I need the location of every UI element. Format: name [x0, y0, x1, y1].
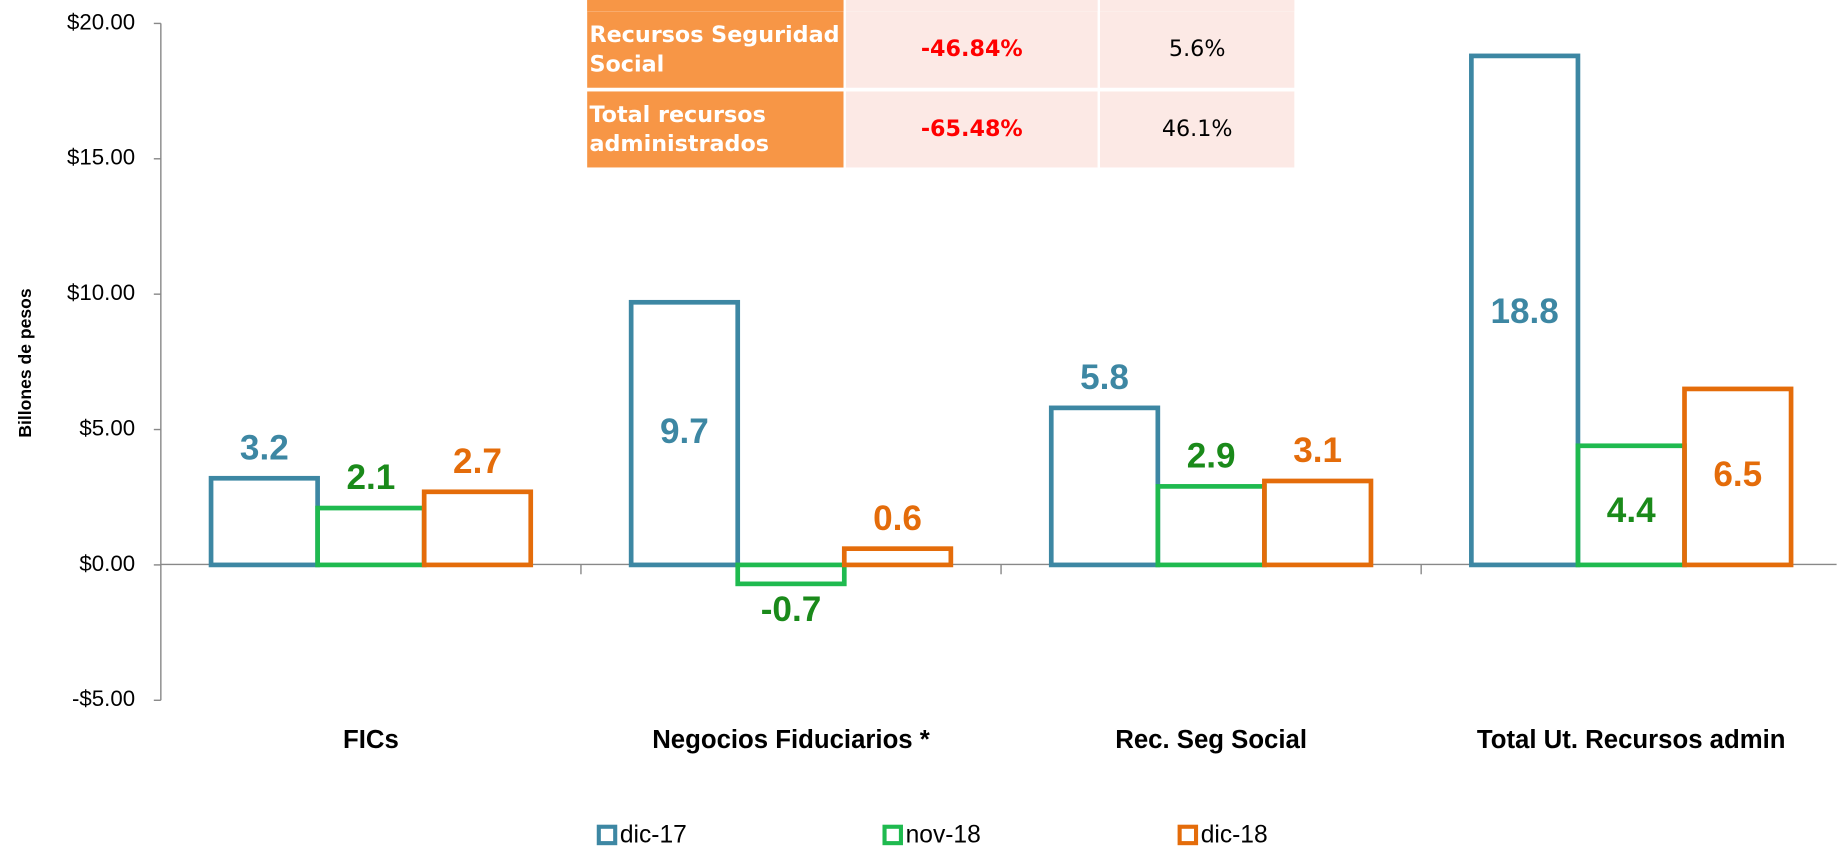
table-cell [587, 0, 844, 12]
legend-swatch [596, 824, 618, 846]
x-tick-label: Rec. Seg Social [1115, 726, 1307, 754]
table-cell: 5.6% [1100, 11, 1295, 88]
table-cell-text: Recursos Seguridad Social [587, 11, 844, 88]
bar [1469, 53, 1581, 568]
table-cell-text: Total recursos administrados [587, 91, 844, 168]
bar [315, 505, 427, 568]
x-tick-label: Total Ut. Recursos admin [1477, 726, 1786, 754]
bar [1682, 386, 1794, 568]
bar [208, 475, 320, 568]
table-cell-text: -65.48% [845, 91, 1098, 168]
y-tick-label: $10.00 [67, 280, 135, 305]
table-cell-text: 5.6% [1100, 11, 1295, 88]
data-label: 2.9 [1187, 437, 1236, 476]
bar [1155, 484, 1267, 568]
bar [841, 546, 954, 568]
table-cell [845, 0, 1098, 12]
legend-label: dic-17 [620, 822, 687, 849]
x-tick-label: Negocios Fiduciarios * [652, 726, 930, 754]
table-cell: -46.84% [845, 11, 1098, 88]
data-label: 2.1 [346, 458, 395, 497]
x-tick-label: FICs [343, 726, 399, 754]
data-label: 3.2 [240, 428, 289, 467]
y-axis-label: Billones de pesos [15, 288, 35, 437]
y-tick-label: $20.00 [67, 9, 135, 34]
table-cell: 46.1% [1100, 91, 1295, 168]
table-cell: Recursos Seguridad Social [587, 11, 844, 88]
legend-label: nov-18 [906, 822, 981, 849]
data-label: 2.7 [453, 442, 502, 481]
y-tick-label: $0.00 [79, 551, 135, 576]
y-tick-label: $15.00 [67, 145, 135, 170]
data-label: 0.6 [873, 499, 922, 538]
data-label: 18.8 [1490, 292, 1558, 331]
bar [735, 562, 847, 587]
legend-swatch [1177, 824, 1199, 846]
data-label: 5.8 [1080, 358, 1129, 397]
bar [421, 489, 534, 568]
bar [1048, 405, 1161, 568]
table-cell-text: -46.84% [845, 11, 1098, 88]
table-cell: Total recursos administrados [587, 91, 844, 168]
y-tick-label: $5.00 [79, 415, 135, 440]
data-label: 6.5 [1713, 455, 1762, 494]
bar [1262, 478, 1374, 568]
legend-label: dic-18 [1201, 822, 1268, 849]
table-cell: -65.48% [845, 91, 1098, 168]
table-cell-text: 46.1% [1100, 91, 1295, 168]
legend-swatch [882, 824, 903, 846]
table-cell [1100, 0, 1295, 12]
bar [628, 299, 741, 568]
data-label: 4.4 [1607, 491, 1656, 530]
data-label: 3.1 [1293, 431, 1342, 470]
y-tick-label: -$5.00 [72, 686, 135, 711]
data-label: 9.7 [660, 412, 709, 451]
data-label: -0.7 [761, 590, 822, 629]
